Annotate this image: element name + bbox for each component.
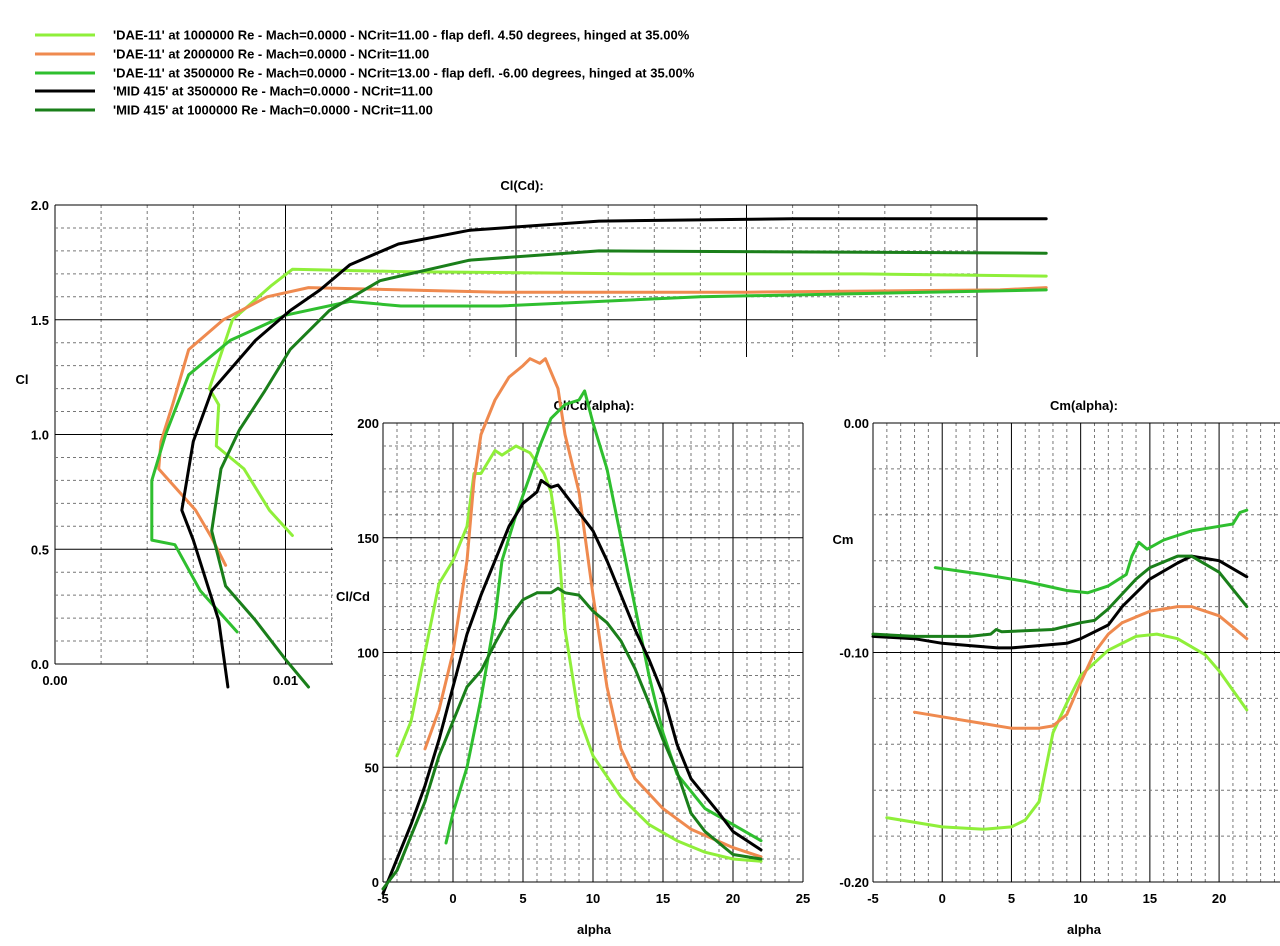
y-tick-label: 100 [357, 646, 379, 661]
legend-label: 'DAE-11' at 1000000 Re - Mach=0.0000 - N… [113, 28, 690, 43]
series-line [157, 286, 1048, 567]
x-tick-label: 10 [586, 891, 600, 906]
y-tick-label: -0.10 [839, 646, 869, 661]
x-tick-label: 10 [1073, 891, 1087, 906]
cm-alpha-chart: Cm(alpha): Cm alpha -5 0 5 10 15 20 0.00 -0.10 -0.2… [822, 357, 1280, 946]
series-line [395, 444, 763, 863]
y-tick-label: -0.20 [839, 875, 869, 890]
y-tick-label: 0.0 [31, 657, 49, 672]
series-line [885, 632, 1249, 831]
y-axis-label: Cl [16, 372, 29, 387]
y-tick-label: 0.5 [31, 542, 49, 557]
legend-label: 'DAE-11' at 2000000 Re - Mach=0.0000 - N… [113, 47, 429, 62]
series-line [381, 478, 763, 895]
y-tick-label: 1.0 [31, 428, 49, 443]
series-line [210, 249, 1048, 689]
x-tick-label: 0 [449, 891, 456, 906]
legend-label: 'DAE-11' at 3500000 Re - Mach=0.0000 - N… [113, 66, 695, 81]
y-axis-label: Cl/Cd [336, 589, 370, 604]
x-axis-label: alpha [577, 922, 612, 937]
x-tick-label: 0 [939, 891, 946, 906]
y-tick-label: 0 [372, 875, 379, 890]
y-tick-label: 50 [365, 760, 379, 775]
series-line [933, 508, 1249, 595]
legend-label: 'MID 415' at 1000000 Re - Mach=0.0000 - … [113, 103, 433, 118]
y-axis-label: Cm [833, 532, 854, 547]
legend: 'DAE-11' at 1000000 Re - Mach=0.0000 - N… [35, 28, 695, 118]
x-tick-label: 5 [519, 891, 526, 906]
series-line [871, 554, 1249, 638]
series-line [180, 217, 1048, 689]
x-axis-label: alpha [1067, 922, 1102, 937]
series-line [444, 389, 763, 845]
chart-title: Cl(Cd): [500, 178, 543, 193]
x-tick-label: 20 [1212, 891, 1226, 906]
series-line [207, 267, 1048, 537]
x-tick-label: -5 [377, 891, 389, 906]
y-tick-label: 150 [357, 531, 379, 546]
x-tick-label: 25 [796, 891, 810, 906]
x-tick-label: 5 [1008, 891, 1015, 906]
y-tick-label: 2.0 [31, 198, 49, 213]
series-line [871, 554, 1249, 650]
plot-background [333, 357, 823, 946]
x-tick-label: 20 [726, 891, 740, 906]
chart-title: Cm(alpha): [1050, 398, 1118, 413]
legend-label: 'MID 415' at 3500000 Re - Mach=0.0000 - … [113, 84, 433, 99]
x-tick-label: 0.00 [42, 673, 67, 688]
series-line [423, 357, 763, 859]
x-tick-label: -5 [867, 891, 879, 906]
y-tick-label: 200 [357, 416, 379, 431]
y-tick-label: 0.00 [844, 416, 869, 431]
x-tick-label: 15 [1143, 891, 1157, 906]
x-tick-label: 15 [656, 891, 670, 906]
y-tick-label: 1.5 [31, 313, 49, 328]
series-line [913, 605, 1249, 730]
plot-background [822, 357, 1280, 946]
series-line [381, 586, 763, 891]
x-tick-label: 0.01 [273, 673, 298, 688]
series-line [150, 288, 1048, 634]
